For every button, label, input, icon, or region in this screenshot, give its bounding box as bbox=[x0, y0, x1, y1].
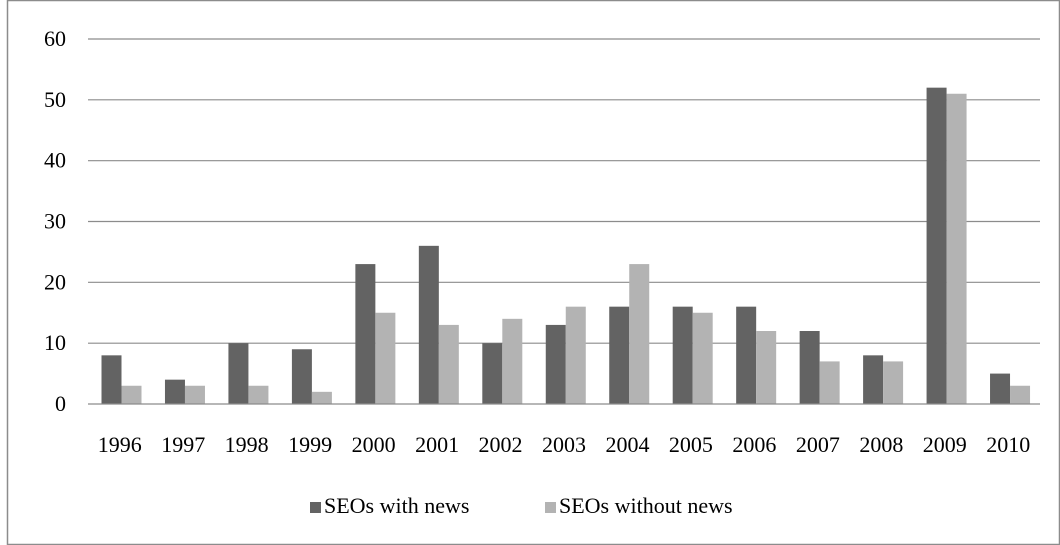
x-tick-label: 2001 bbox=[415, 432, 459, 457]
y-tick-label: 30 bbox=[44, 209, 66, 234]
bar-seos-with-news bbox=[418, 245, 439, 404]
x-tick-label: 1999 bbox=[288, 432, 332, 457]
y-tick-label: 40 bbox=[44, 148, 66, 173]
bar-seos-with-news bbox=[672, 306, 693, 404]
bar-seos-with-news bbox=[291, 349, 312, 404]
x-tick-label: 2008 bbox=[859, 432, 903, 457]
bar-seos-without-news bbox=[819, 361, 840, 404]
bar-seos-with-news bbox=[926, 87, 947, 405]
bar-seos-without-news bbox=[629, 264, 650, 404]
bar-seos-without-news bbox=[375, 312, 396, 404]
y-tick-label: 60 bbox=[44, 26, 66, 51]
bar-seos-without-news bbox=[946, 93, 967, 404]
bar-seos-without-news bbox=[1010, 385, 1031, 404]
axes: 0 10 20 30 40 50 60 1996 1997 1998 1999 2000 2001 200… bbox=[44, 26, 1040, 457]
y-tick-label: 20 bbox=[44, 269, 66, 294]
legend-swatch-seos-with-news bbox=[310, 502, 321, 513]
bar-seos-with-news bbox=[482, 343, 503, 404]
x-tick-label: 2003 bbox=[542, 432, 586, 457]
legend-swatch-seos-without-news bbox=[545, 502, 556, 513]
bar-seos-without-news bbox=[311, 391, 332, 404]
x-tick-label: 2005 bbox=[669, 432, 713, 457]
legend: SEOs with news SEOs without news bbox=[310, 493, 733, 518]
x-tick-label: 2006 bbox=[732, 432, 776, 457]
bar-seos-with-news bbox=[101, 355, 122, 404]
bar-seos-with-news bbox=[609, 306, 630, 404]
bar-seos-with-news bbox=[545, 324, 566, 404]
bar-seos-without-news bbox=[883, 361, 904, 404]
x-tick-label: 2002 bbox=[479, 432, 523, 457]
x-tick-label: 2000 bbox=[352, 432, 396, 457]
bar-seos-without-news bbox=[438, 324, 459, 404]
x-tick-label: 2004 bbox=[605, 432, 649, 457]
bar-seos-with-news bbox=[355, 264, 376, 404]
bar-seos-with-news bbox=[799, 331, 820, 404]
bar-seos-with-news bbox=[228, 343, 249, 404]
gridlines bbox=[88, 38, 1040, 344]
y-tick-label: 10 bbox=[44, 330, 66, 355]
x-tick-label: 1997 bbox=[161, 432, 205, 457]
y-tick-label: 50 bbox=[44, 87, 66, 112]
bar-seos-with-news bbox=[736, 306, 757, 404]
bar-seos-without-news bbox=[248, 385, 269, 404]
bar-seos-with-news bbox=[863, 355, 884, 404]
bar-seos-with-news bbox=[990, 373, 1011, 404]
bar-seos-with-news bbox=[164, 379, 185, 404]
chart-border bbox=[6, 0, 1060, 545]
x-tick-label: 1998 bbox=[225, 432, 269, 457]
bar-seos-without-news bbox=[565, 306, 586, 404]
x-tick-label: 2010 bbox=[986, 432, 1030, 457]
x-tick-label: 2007 bbox=[796, 432, 840, 457]
bar-seos-without-news bbox=[756, 331, 777, 404]
bar-seos-without-news bbox=[121, 385, 142, 404]
bar-seos-without-news bbox=[692, 312, 713, 404]
x-tick-label: 2009 bbox=[923, 432, 967, 457]
legend-label-seos-without-news: SEOs without news bbox=[559, 493, 733, 518]
x-tick-label: 1996 bbox=[98, 432, 142, 457]
y-tick-label: 0 bbox=[55, 391, 66, 416]
bars bbox=[101, 87, 1031, 405]
bar-seos-without-news bbox=[184, 385, 205, 404]
bar-seos-without-news bbox=[502, 318, 523, 404]
legend-label-seos-with-news: SEOs with news bbox=[324, 493, 469, 518]
